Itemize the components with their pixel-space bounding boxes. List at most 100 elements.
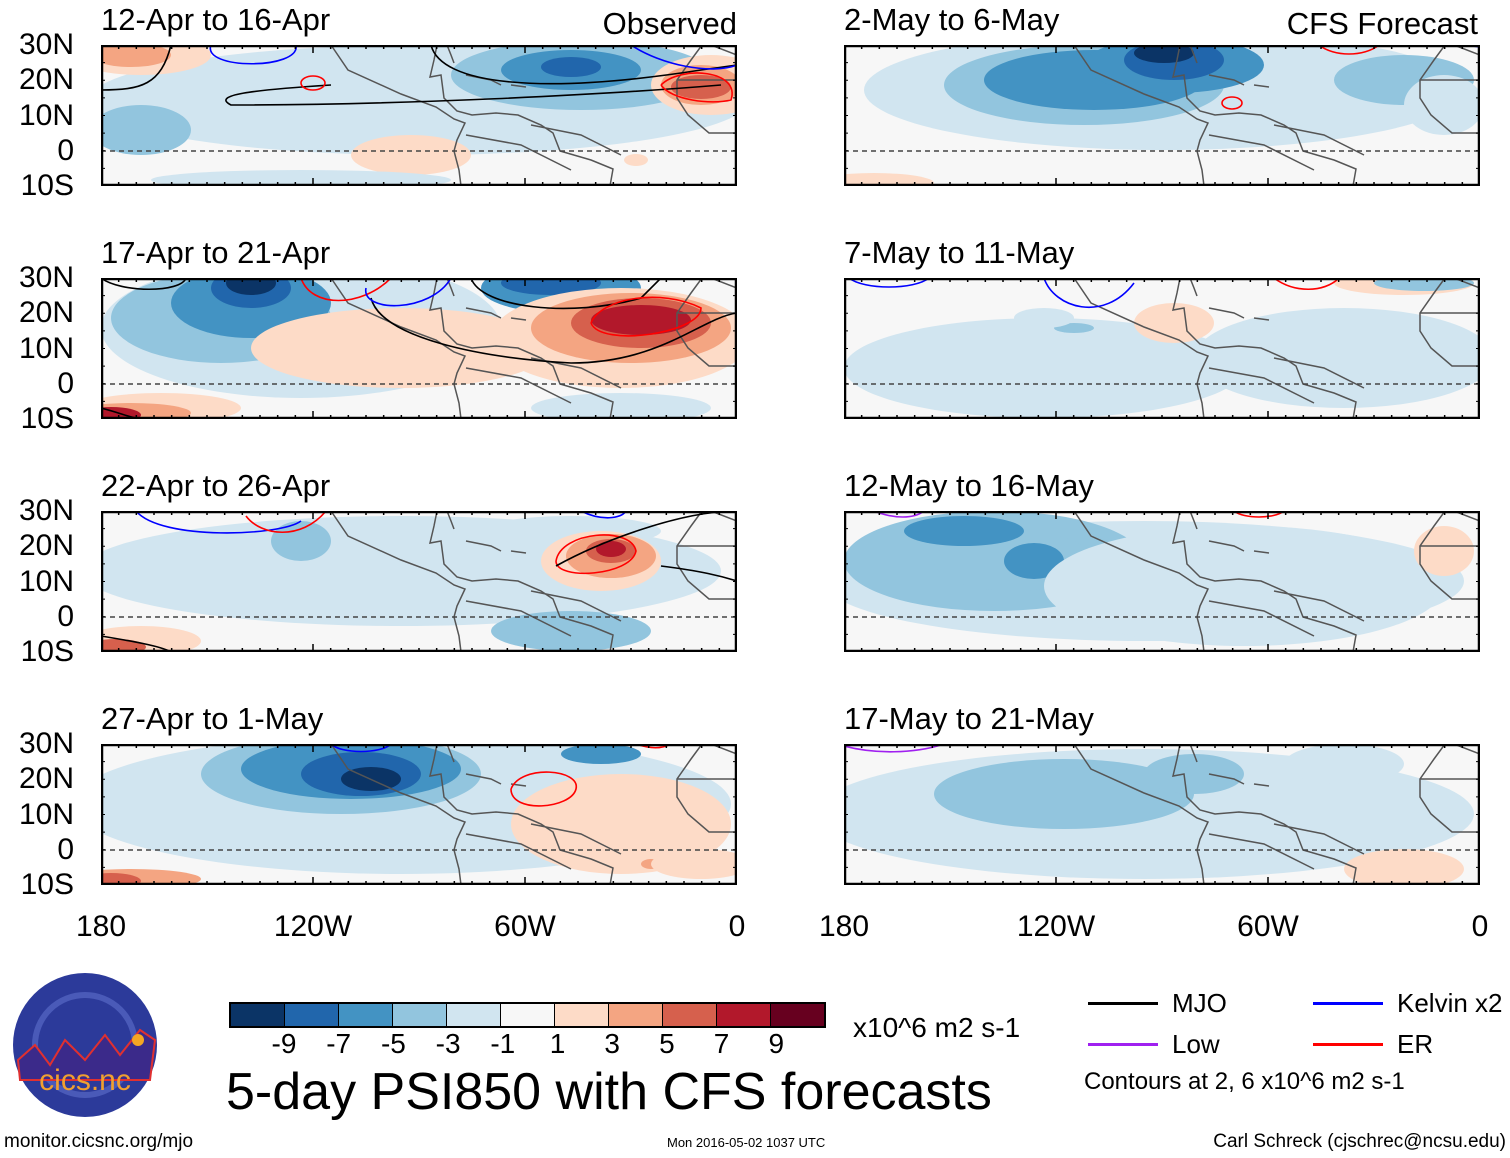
footer-timestamp: Mon 2016-05-02 1037 UTC: [667, 1135, 826, 1150]
colorbar-tick-label: 1: [549, 1028, 566, 1059]
anomaly-shading: [151, 170, 451, 186]
lat-label: 0: [57, 832, 74, 866]
anomaly-shading: [101, 105, 191, 155]
anomaly-shading: [596, 541, 626, 557]
wave-contour: [630, 45, 737, 70]
lon-label: 120W: [273, 910, 353, 943]
lat-label: 20N: [18, 529, 74, 563]
legend-line-kelvin: [1313, 1002, 1383, 1005]
lat-label: 10N: [18, 797, 74, 831]
map-panel: [101, 744, 737, 885]
coastline: [330, 744, 737, 885]
anomaly-shading: [1414, 526, 1474, 576]
wave-contour: [1273, 278, 1340, 290]
lat-label: 30N: [18, 261, 74, 294]
wave-contour: [245, 511, 327, 533]
lat-label: 10N: [18, 98, 74, 132]
lat-label: 10S: [20, 868, 74, 901]
coastline: [1073, 744, 1480, 885]
coastline: [1073, 278, 1480, 419]
wave-contour: [555, 534, 637, 575]
footer-url[interactable]: monitor.cicsnc.org/mjo: [4, 1131, 194, 1152]
lat-label: 0: [57, 133, 74, 167]
panel-source-label: CFS Forecast: [1286, 6, 1478, 41]
anomaly-shading: [561, 744, 641, 764]
wave-contour: [430, 45, 737, 85]
colorbar-tick-label: -3: [435, 1028, 461, 1059]
map-panel: [844, 278, 1480, 419]
lon-label: 0: [1471, 910, 1489, 943]
panel-title: 27-Apr to 1-May: [101, 701, 324, 736]
lat-label: 30N: [18, 494, 74, 527]
lon-label: 0: [728, 910, 746, 943]
panel-title: 17-May to 21-May: [844, 701, 1094, 736]
anomaly-shading: [226, 278, 276, 295]
wave-contour: [1043, 278, 1135, 309]
wave-contour: [225, 84, 722, 106]
wave-contour: [101, 45, 172, 91]
wave-contour: [510, 771, 577, 807]
anomaly-shading: [1194, 308, 1480, 408]
legend-label: Low: [1172, 1029, 1220, 1059]
anomaly-shading: [1374, 278, 1474, 291]
lat-label: 10S: [20, 402, 74, 435]
wave-contour: [370, 297, 737, 364]
colorbar-tick-label: -7: [326, 1028, 352, 1059]
cics-logo: cics.nc: [13, 973, 157, 1117]
anomaly-shading: [101, 873, 141, 885]
footer-author: Carl Schreck (cjschrec@ncsu.edu): [1213, 1131, 1506, 1152]
wave-contour: [660, 72, 733, 103]
colorbar-swatch: [501, 1004, 555, 1026]
anomaly-shading: [351, 135, 471, 175]
lat-label: 20N: [18, 296, 74, 330]
colorbar-swatch: [231, 1004, 285, 1026]
lat-label: 30N: [18, 28, 74, 61]
lat-label: 10N: [18, 331, 74, 365]
colorbar-swatch: [663, 1004, 717, 1026]
lat-label: 0: [57, 366, 74, 400]
lat-label: 30N: [18, 727, 74, 760]
svg-text:cics.nc: cics.nc: [39, 1064, 131, 1097]
anomaly-shading: [251, 308, 551, 388]
anomaly-shading: [1404, 75, 1480, 135]
colorbar-swatch: [447, 1004, 501, 1026]
anomaly-shading: [934, 759, 1194, 829]
anomaly-shading: [844, 173, 934, 186]
anomaly-shading: [541, 57, 601, 77]
wave-contour: [300, 75, 326, 91]
colorbar-tick-label: 5: [659, 1028, 675, 1059]
colorbar-tick-label: -9: [271, 1028, 297, 1059]
panel-title: 2-May to 6-May: [844, 2, 1060, 37]
coastline: [330, 511, 737, 652]
colorbar-swatch: [393, 1004, 447, 1026]
panel-title: 22-Apr to 26-Apr: [101, 468, 331, 503]
colorbar-tick-label: 7: [713, 1028, 730, 1059]
map-panel: [844, 45, 1480, 186]
anomaly-shading: [651, 849, 737, 879]
wave-contour: [101, 278, 187, 290]
anomaly-shading: [1044, 526, 1444, 646]
panel-title: 17-Apr to 21-Apr: [101, 235, 331, 270]
anomaly-shading: [844, 318, 1244, 418]
coastline: [1073, 45, 1480, 186]
colorbar-tick-label: -5: [380, 1028, 406, 1059]
anomaly-shading: [1014, 308, 1074, 328]
colorbar-swatch: [339, 1004, 393, 1026]
colorbar: [229, 1002, 826, 1028]
anomaly-shading: [301, 45, 441, 87]
legend-label: Kelvin x2: [1397, 988, 1503, 1018]
panel-title: 12-Apr to 16-Apr: [101, 2, 331, 37]
map-panel: [101, 45, 737, 186]
wave-contour: [209, 45, 297, 65]
colorbar-swatch: [609, 1004, 663, 1026]
colorbar-units: x10^6 m2 s-1: [853, 1012, 1021, 1043]
panel-source-label: Observed: [602, 6, 737, 41]
lat-label: 10S: [20, 635, 74, 668]
anomaly-shading: [1344, 849, 1464, 885]
colorbar-tick-label: 9: [768, 1028, 785, 1059]
colorbar-tick-label: 3: [604, 1028, 620, 1059]
wave-contour: [1221, 96, 1243, 110]
lat-label: 10N: [18, 564, 74, 598]
lat-label: 10S: [20, 169, 74, 202]
coastline: [1073, 511, 1480, 652]
